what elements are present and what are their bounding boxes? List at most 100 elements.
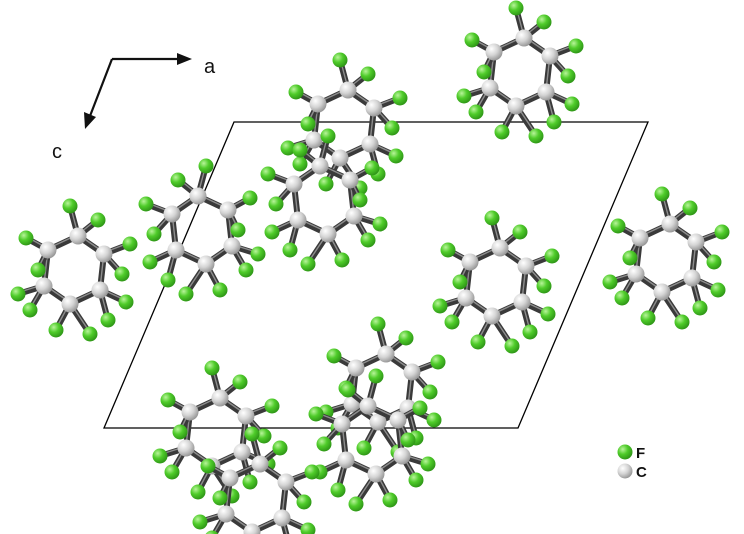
fluorine-atom bbox=[282, 242, 298, 258]
carbon-atom bbox=[513, 293, 531, 311]
fluorine-atom bbox=[212, 490, 228, 506]
carbon-atom bbox=[39, 241, 57, 259]
fluorine-atom bbox=[296, 494, 312, 510]
fluorine-atom bbox=[170, 172, 186, 188]
carbon-atom bbox=[359, 397, 377, 415]
fluorine-atom bbox=[146, 226, 162, 242]
fluorine-atom bbox=[382, 492, 398, 508]
carbon-atom bbox=[377, 345, 395, 363]
carbon-atom bbox=[35, 277, 53, 295]
carbon-atom bbox=[251, 455, 269, 473]
carbon-atom bbox=[243, 523, 261, 534]
fluorine-atom bbox=[468, 104, 484, 120]
carbon-atom bbox=[683, 269, 701, 287]
fluorine-atom bbox=[164, 464, 180, 480]
fluorine-atom bbox=[190, 484, 206, 500]
fluorine-atom bbox=[546, 114, 562, 130]
fluorine-atom bbox=[352, 192, 368, 208]
molecule bbox=[260, 128, 388, 272]
fluorine-atom bbox=[264, 224, 280, 240]
fluorine-atom bbox=[244, 426, 260, 442]
fluorine-atom bbox=[292, 156, 308, 172]
fluorine-atom bbox=[320, 128, 336, 144]
carbon-atom bbox=[91, 281, 109, 299]
carbon-legend-swatch bbox=[617, 463, 633, 479]
carbon-atom bbox=[653, 283, 671, 301]
fluorine-atom bbox=[316, 436, 332, 452]
fluorine-atom bbox=[452, 274, 468, 290]
carbon-atom bbox=[221, 469, 239, 487]
fluorine-atom bbox=[522, 324, 538, 340]
carbon-atom bbox=[403, 363, 421, 381]
fluorine-atom bbox=[172, 424, 188, 440]
fluorine-atom bbox=[205, 530, 219, 534]
fluorine-atom bbox=[198, 158, 214, 174]
carbon-atom bbox=[515, 29, 533, 47]
carbon-atom bbox=[197, 255, 215, 273]
fluorine-atom bbox=[48, 322, 64, 338]
fluorine-atom bbox=[152, 448, 168, 464]
carbon-atom bbox=[333, 415, 351, 433]
molecule bbox=[602, 186, 730, 330]
fluorine-atom bbox=[272, 440, 288, 456]
fluorine-atom bbox=[264, 398, 280, 414]
fluorine-atom bbox=[340, 382, 356, 398]
fluorine-atom bbox=[230, 222, 246, 238]
molecule bbox=[152, 360, 280, 504]
molecule bbox=[10, 198, 138, 342]
legend-item-fluorine: F bbox=[617, 444, 645, 462]
fluorine-atom bbox=[82, 326, 98, 342]
fluorine-atom bbox=[682, 200, 698, 216]
carbon-atom bbox=[541, 47, 559, 65]
carbon-atom bbox=[289, 211, 307, 229]
carbon-atom bbox=[393, 447, 411, 465]
carbon-atom bbox=[347, 359, 365, 377]
fluorine-atom bbox=[476, 64, 492, 80]
fluorine-atom bbox=[360, 66, 376, 82]
molecule bbox=[318, 316, 446, 460]
fluorine-atom bbox=[536, 278, 552, 294]
legend-label-fluorine: F bbox=[636, 445, 645, 462]
molecule bbox=[456, 0, 584, 144]
legend-label-carbon: C bbox=[636, 464, 647, 481]
fluorine-atom bbox=[398, 330, 414, 346]
fluorine-atom bbox=[528, 128, 544, 144]
fluorine-atom bbox=[308, 406, 324, 422]
fluorine-atom bbox=[692, 300, 708, 316]
fluorine-atom bbox=[654, 186, 670, 202]
fluorine-atom bbox=[610, 218, 626, 234]
fluorine-atom bbox=[100, 312, 116, 328]
a-axis-arrowhead bbox=[177, 53, 192, 65]
carbon-atom bbox=[319, 225, 337, 243]
fluorine-atom bbox=[622, 250, 638, 266]
carbon-atom bbox=[485, 43, 503, 61]
fluorine-atom bbox=[568, 38, 584, 54]
fluorine-atom bbox=[238, 262, 254, 278]
carbon-atom bbox=[687, 233, 705, 251]
fluorine-atom bbox=[392, 90, 408, 106]
legend-item-carbon: C bbox=[617, 463, 647, 481]
c-axis-arrow bbox=[88, 58, 114, 117]
fluorine-atom bbox=[326, 348, 342, 364]
carbon-atom bbox=[361, 135, 379, 153]
fluorine-atom bbox=[242, 474, 258, 490]
fluorine-atom bbox=[300, 116, 316, 132]
fluorine-atom bbox=[372, 216, 388, 232]
fluorine-atom bbox=[200, 458, 216, 474]
carbon-atom bbox=[339, 81, 357, 99]
carbon-atom bbox=[181, 403, 199, 421]
fluorine-atom bbox=[464, 32, 480, 48]
c-axis-arrowhead bbox=[84, 112, 96, 129]
carbon-atom bbox=[69, 227, 87, 245]
carbon-atom bbox=[163, 205, 181, 223]
fluorine-atom bbox=[318, 176, 334, 192]
fluorine-atom bbox=[440, 242, 456, 258]
carbon-atom bbox=[233, 443, 251, 461]
carbon-atom bbox=[481, 79, 499, 97]
fluorine-legend-swatch bbox=[617, 444, 633, 460]
carbon-atom bbox=[461, 253, 479, 271]
fluorine-atom bbox=[300, 256, 316, 272]
fluorine-atom bbox=[250, 246, 266, 262]
fluorine-atom bbox=[90, 212, 106, 228]
